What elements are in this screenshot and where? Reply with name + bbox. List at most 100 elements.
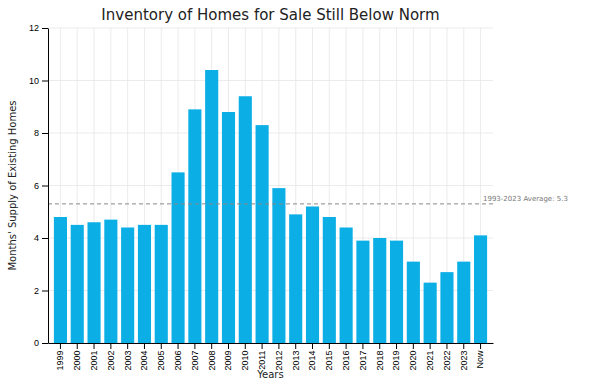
x-tick: 2006 [173, 343, 183, 371]
bar [256, 125, 269, 343]
y-tick-label: 12 [29, 23, 39, 33]
bars [48, 70, 493, 343]
x-tick-mark [161, 343, 162, 349]
x-tick-mark [379, 343, 380, 349]
x-tick-label: 2010 [240, 351, 250, 371]
x-tick: 2013 [291, 343, 301, 371]
y-tick-label: 0 [34, 338, 39, 348]
x-tick-label: 2003 [123, 351, 133, 371]
x-tick: 2021 [425, 343, 435, 371]
x-tick-mark [446, 343, 447, 349]
bar [172, 172, 185, 343]
reference-line [48, 203, 493, 204]
x-tick: 2023 [459, 343, 469, 371]
x-tick: 2003 [123, 343, 133, 371]
plot: 1993-2023 Average: 5.3 0 2 4 6 8 10 12 1999 2000 2… [29, 23, 568, 370]
x-tick-label: 2017 [358, 351, 368, 371]
x-tick-label: 2020 [408, 351, 418, 371]
x-tick: 2009 [223, 343, 233, 371]
x-tick-label: 2007 [190, 351, 200, 371]
x-tick-label: 2012 [274, 351, 284, 371]
x-tick: 2018 [375, 343, 385, 371]
x-axis: 1999200020012002200320042005200620072008… [49, 343, 494, 371]
bar [188, 109, 201, 343]
x-tick: 2008 [207, 343, 217, 371]
chart: 1993-2023 Average: 5.3 0 2 4 6 8 10 12 1999 2000 2… [0, 0, 600, 385]
y-grid-line [48, 80, 493, 81]
title: Inventory of Homes for Sale Still Below … [101, 6, 439, 24]
bar [289, 214, 302, 343]
x-tick-mark [94, 343, 95, 349]
bar [356, 241, 369, 343]
x-axis-title: Years [256, 369, 283, 380]
x-tick: 1999 [55, 343, 65, 371]
x-tick-label: 2011 [257, 351, 267, 370]
x-tick-mark [194, 343, 195, 349]
x-tick-label: 2022 [442, 351, 452, 371]
bar [440, 272, 453, 343]
x-tick-mark [178, 343, 179, 349]
y-tick-mark [42, 343, 48, 344]
x-tick: 2000 [72, 343, 82, 371]
y-tick-label: 4 [34, 233, 39, 243]
y-grid-line [48, 133, 493, 134]
x-tick-mark [127, 343, 128, 349]
bar [205, 70, 218, 343]
x-tick-mark [396, 343, 397, 349]
bar [54, 217, 67, 343]
bar [138, 225, 151, 343]
bar [272, 188, 285, 343]
bar [239, 96, 252, 343]
x-tick: 2005 [156, 343, 166, 371]
x-tick-label: 2021 [425, 351, 435, 371]
y-tick: 8 [34, 128, 48, 138]
x-tick-mark [77, 343, 78, 349]
bar [222, 112, 235, 343]
x-tick-mark [362, 343, 363, 349]
x-tick-mark [278, 343, 279, 349]
x-tick-label: Now [475, 350, 485, 369]
x-tick: 2007 [190, 343, 200, 371]
y-axis: 0 2 4 6 8 10 12 [29, 23, 49, 348]
y-tick: 6 [34, 181, 48, 191]
y-tick-label: 6 [34, 181, 39, 191]
x-tick-mark [110, 343, 111, 349]
y-tick: 0 [34, 338, 48, 348]
x-tick-label: 2013 [291, 351, 301, 371]
x-tick-label: 2016 [341, 351, 351, 371]
x-tick-mark [480, 343, 481, 349]
bar [457, 262, 470, 343]
x-tick-mark [430, 343, 431, 349]
y-tick: 4 [34, 233, 48, 243]
y-tick-label: 10 [29, 76, 39, 86]
x-tick-mark [228, 343, 229, 349]
x-tick: 2011 [257, 343, 267, 370]
x-tick: 2012 [274, 343, 284, 371]
x-tick: Now [475, 343, 485, 369]
x-tick-label: 2008 [207, 351, 217, 371]
x-tick-label: 2002 [106, 351, 116, 371]
x-tick-mark [312, 343, 313, 349]
y-tick-mark [42, 238, 48, 239]
x-tick-mark [463, 343, 464, 349]
bar [424, 283, 437, 343]
x-tick: 2010 [240, 343, 250, 371]
y-tick-label: 2 [34, 286, 39, 296]
x-tick-mark [329, 343, 330, 349]
y-tick-mark [42, 133, 48, 134]
bar [340, 228, 353, 344]
x-tick: 2016 [341, 343, 351, 371]
bar [104, 220, 117, 343]
x-tick-label: 2023 [459, 351, 469, 371]
y-tick: 10 [29, 76, 48, 86]
x-tick-label: 2018 [375, 351, 385, 371]
y-grid-line [48, 28, 493, 29]
y-tick-mark [42, 291, 48, 292]
y-tick-mark [42, 81, 48, 82]
x-tick-label: 2014 [307, 351, 317, 371]
bar [71, 225, 84, 343]
reference-label: 1993-2023 Average: 5.3 [483, 195, 568, 203]
x-tick: 2019 [391, 343, 401, 371]
x-tick: 2004 [139, 343, 149, 371]
bar [373, 238, 386, 343]
